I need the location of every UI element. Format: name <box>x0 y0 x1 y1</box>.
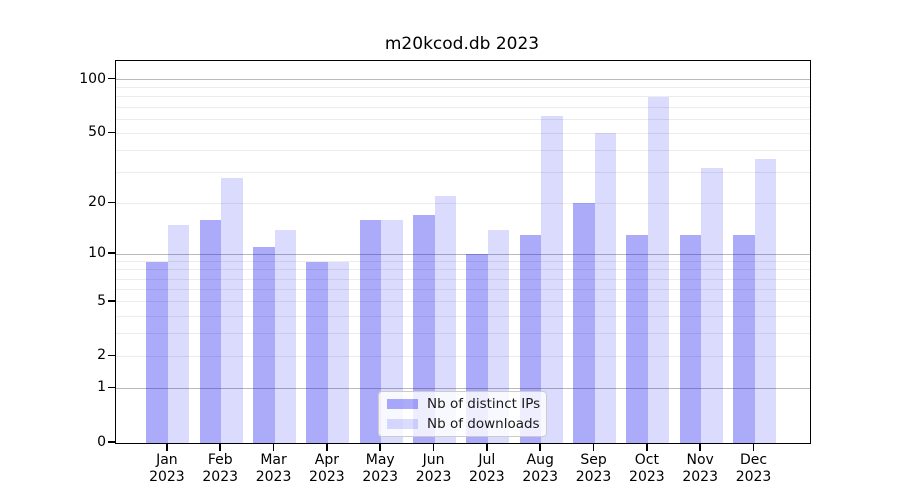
y-tick-mark <box>108 131 115 134</box>
x-tick-label: Feb 2023 <box>202 452 239 485</box>
x-tick-label: May 2023 <box>362 452 399 485</box>
y-tick-label: 2 <box>97 347 106 364</box>
minor-gridline <box>116 269 810 271</box>
bar-downloads-jul <box>487 229 510 443</box>
x-tick-mark <box>699 443 701 451</box>
minor-gridline <box>116 315 810 317</box>
x-tick-mark <box>592 443 595 451</box>
x-tick-mark <box>166 443 168 451</box>
bar-distinct-ips-nov <box>679 235 702 443</box>
y-tick-label: 50 <box>88 124 106 141</box>
bar-downloads-jun <box>434 196 457 443</box>
x-tick-label: Dec 2023 <box>735 452 772 485</box>
legend-label-downloads: Nb of downloads <box>427 416 540 432</box>
minor-gridline <box>116 172 810 174</box>
bar-downloads-dec <box>754 158 777 443</box>
x-tick-label: Jul 2023 <box>469 452 505 485</box>
legend-row-distinct-ips: Nb of distinct IPs <box>387 396 541 412</box>
x-tick-label: Mar 2023 <box>255 452 292 485</box>
x-tick-label: Jan 2023 <box>149 452 185 485</box>
minor-gridline <box>116 132 810 134</box>
x-tick-label: Jun 2023 <box>415 452 452 485</box>
minor-gridline <box>116 150 810 152</box>
legend: Nb of distinct IPs Nb of downloads <box>378 391 547 437</box>
minor-gridline <box>116 87 810 89</box>
bar-downloads-feb <box>221 177 243 443</box>
legend-row-downloads: Nb of downloads <box>387 416 540 432</box>
x-tick-label: Aug 2023 <box>522 452 559 485</box>
bar-distinct-ips-jun <box>413 215 435 443</box>
bar-distinct-ips-jan <box>146 261 168 443</box>
legend-label-distinct-ips: Nb of distinct IPs <box>427 396 541 412</box>
bar-distinct-ips-sep <box>573 203 595 443</box>
y-tick-mark <box>108 77 115 80</box>
x-tick-label: Oct 2023 <box>629 452 665 485</box>
bar-distinct-ips-oct <box>626 235 648 443</box>
major-gridline <box>116 79 810 81</box>
minor-gridline <box>116 118 810 120</box>
y-tick-mark <box>108 300 115 302</box>
x-tick-mark <box>646 443 648 451</box>
legend-swatch-downloads <box>387 419 418 429</box>
bar-downloads-jan <box>167 224 190 443</box>
bar-distinct-ips-mar <box>253 247 275 443</box>
bar-downloads-nov <box>701 167 723 443</box>
y-tick-mark <box>108 441 115 443</box>
legend-swatch-distinct-ips <box>387 399 418 409</box>
y-tick-mark <box>108 252 115 254</box>
bar-distinct-ips-may <box>359 219 382 443</box>
y-tick-label: 5 <box>97 292 106 309</box>
bar-downloads-oct <box>647 96 670 443</box>
x-tick-mark <box>486 443 488 451</box>
minor-gridline <box>116 106 810 108</box>
bar-distinct-ips-feb <box>199 219 222 443</box>
x-tick-mark <box>752 443 755 451</box>
minor-gridline <box>116 289 810 291</box>
x-tick-mark <box>539 443 541 451</box>
x-tick-label: Apr 2023 <box>309 452 345 485</box>
bar-downloads-aug <box>541 115 563 443</box>
y-tick-mark <box>108 201 115 204</box>
y-tick-label: 100 <box>79 70 106 87</box>
bar-downloads-sep <box>594 133 617 443</box>
plot-area <box>115 60 811 444</box>
major-gridline <box>116 253 810 255</box>
minor-gridline <box>116 202 810 204</box>
minor-gridline <box>116 96 810 98</box>
bar-distinct-ips-dec <box>733 235 755 443</box>
bar-downloads-apr <box>327 261 350 443</box>
minor-gridline <box>116 301 810 303</box>
x-tick-mark <box>379 443 381 451</box>
minor-gridline <box>116 278 810 280</box>
x-tick-label: Nov 2023 <box>682 452 718 485</box>
x-tick-mark <box>432 443 435 451</box>
y-tick-mark <box>108 386 115 389</box>
y-tick-label: 10 <box>88 245 106 262</box>
y-tick-mark <box>108 354 115 357</box>
minor-gridline <box>116 333 810 335</box>
chart-title: m20kcod.db 2023 <box>384 34 540 54</box>
bar-distinct-ips-apr <box>306 261 328 443</box>
y-tick-label: 20 <box>88 194 106 211</box>
y-tick-label: 0 <box>97 434 106 450</box>
x-tick-mark <box>326 443 328 451</box>
minor-gridline <box>116 355 810 357</box>
y-tick-label: 1 <box>97 379 106 396</box>
x-tick-mark <box>219 443 221 451</box>
x-tick-label: Sep 2023 <box>575 452 612 485</box>
x-tick-mark <box>272 443 275 451</box>
bar-downloads-mar <box>274 229 297 443</box>
minor-gridline <box>116 261 810 263</box>
major-gridline <box>116 387 810 389</box>
bar-downloads-may <box>381 219 403 443</box>
